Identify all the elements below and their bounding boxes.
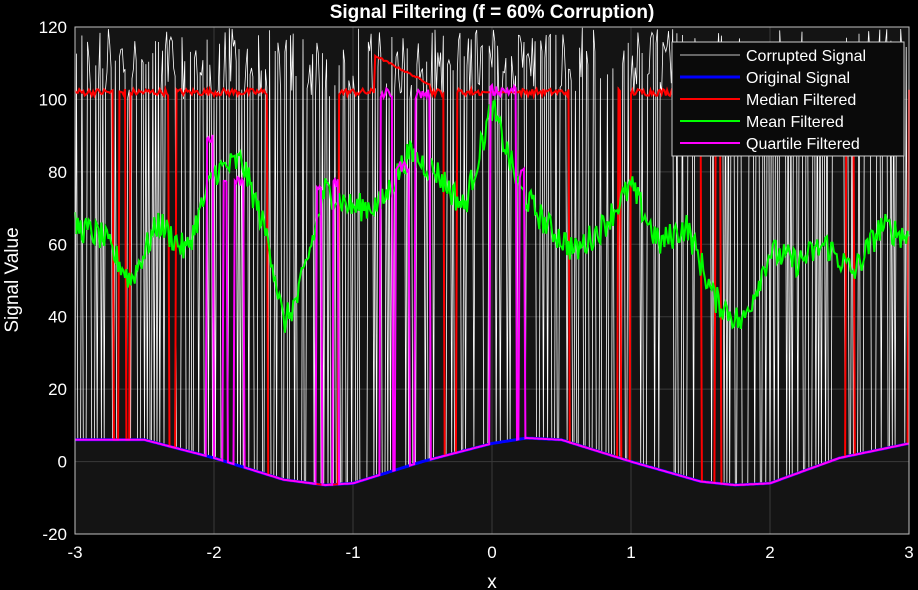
x-axis-label: x [487,572,497,590]
x-tick-label: -3 [67,543,82,562]
y-tick-label: 80 [48,163,67,182]
legend: Corrupted Signal Original Signal Median Fi… [671,41,905,157]
legend-label: Corrupted Signal [746,48,866,65]
x-tick-label: 0 [487,543,496,562]
legend-label: Original Signal [746,70,850,87]
y-tick-label: 0 [58,453,67,472]
series-line-mean-filtered [74,99,910,333]
y-axis-label: Signal Value [2,227,23,332]
series-layer [74,27,910,487]
x-tick-label: -2 [206,543,221,562]
x-tick-label: -1 [345,543,360,562]
y-tick-label: 40 [48,308,67,327]
x-tick-label: 2 [765,543,774,562]
y-tick-label: -20 [42,525,67,544]
y-tick-label: 20 [48,380,67,399]
plot-frame [74,26,910,535]
legend-label: Median Filtered [746,92,856,109]
legend-label: Mean Filtered [746,114,844,131]
x-tick-label: 1 [626,543,635,562]
y-tick-label: 100 [39,90,67,109]
tick-labels: -3 -2 -1 0 1 2 3 -20 0 20 40 60 80 100 120 [39,18,914,562]
x-tick-label: 3 [904,543,913,562]
series-line-quartile-filtered [75,82,910,487]
legend-label: Quartile Filtered [746,136,860,153]
y-tick-label: 120 [39,18,67,37]
chart-title: Signal Filtering (f = 60% Corruption) [330,2,655,23]
y-tick-label: 60 [48,235,67,254]
